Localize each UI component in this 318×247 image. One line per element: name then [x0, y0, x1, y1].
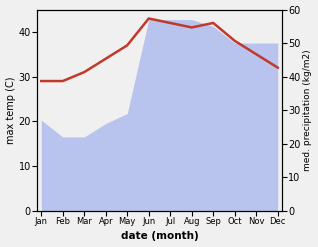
Y-axis label: max temp (C): max temp (C)	[5, 76, 16, 144]
X-axis label: date (month): date (month)	[121, 231, 198, 242]
Y-axis label: med. precipitation (kg/m2): med. precipitation (kg/m2)	[303, 49, 313, 171]
